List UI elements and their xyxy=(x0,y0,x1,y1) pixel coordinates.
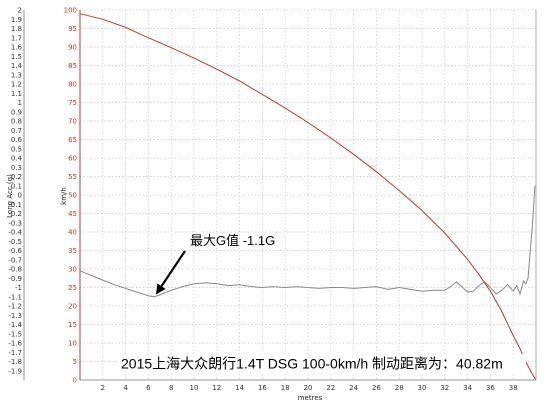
x-tick-label: 2 xyxy=(101,384,105,392)
x-tick-label: 6 xyxy=(146,384,151,392)
speed-tick-label: 55 xyxy=(68,173,77,181)
grid xyxy=(80,9,536,381)
left-tick-label: -0.6 xyxy=(8,247,22,255)
x-tick-label: 16 xyxy=(258,384,267,392)
left-axis-title: Long Acc (g) xyxy=(6,174,14,218)
speed-tick-label: 5 xyxy=(73,358,77,366)
left-tick-label: 1.6 xyxy=(11,44,23,52)
speed-tick-label: 15 xyxy=(68,321,77,329)
left-tick-label: 0.5 xyxy=(11,145,22,153)
left-tick-label: -0.2 xyxy=(8,210,22,218)
left-tick-label: 0 xyxy=(18,192,22,200)
left-tick-label: -1.8 xyxy=(8,358,22,366)
speed-tick-label: 35 xyxy=(68,247,77,255)
x-tick-label: 12 xyxy=(212,384,221,392)
x-tick-label: 28 xyxy=(395,384,404,392)
left-tick-label: -1.7 xyxy=(8,349,22,357)
left-tick-label: 0.4 xyxy=(11,155,23,163)
speed-tick-label: 85 xyxy=(68,62,77,70)
x-tick-label: 20 xyxy=(304,384,313,392)
x-tick-label: 14 xyxy=(235,384,244,392)
left-tick-label: -1.4 xyxy=(8,321,22,329)
left-tick-label: 0.7 xyxy=(11,127,22,135)
left-tick-label: 1.2 xyxy=(11,81,22,89)
x-tick-label: 32 xyxy=(440,384,449,392)
speed-tick-label: 45 xyxy=(68,210,77,218)
x-tick-label: 26 xyxy=(372,384,381,392)
speed-tick-label: 40 xyxy=(68,229,77,237)
deceleration-series-line xyxy=(79,185,536,298)
x-tick-label: 36 xyxy=(486,384,495,392)
left-tick-label: -0.9 xyxy=(8,275,22,283)
annotation-text: 最大G值 -1.1G xyxy=(190,233,275,248)
x-tick-label: 8 xyxy=(169,384,173,392)
left-tick-label: 1.7 xyxy=(11,34,22,42)
speed-tick-label: 80 xyxy=(68,81,77,89)
annotation-arrow xyxy=(155,250,186,295)
left-tick-label: 0.6 xyxy=(11,136,23,144)
left-tick-label: 0.1 xyxy=(11,182,22,190)
speed-tick-label: 60 xyxy=(68,155,77,163)
caption-background xyxy=(118,354,526,373)
x-tick-label: 38 xyxy=(509,384,518,392)
speed-tick-label: 10 xyxy=(68,340,77,348)
left-tick-label: -0.8 xyxy=(8,266,22,274)
left-tick-label: -0.5 xyxy=(8,238,22,246)
left-tick-label: 1.1 xyxy=(11,90,22,98)
left-tick-label: -0.3 xyxy=(8,219,22,227)
x-tick-label: 34 xyxy=(463,384,472,392)
right-axis-title: km/h xyxy=(60,187,68,205)
speed-tick-label: 75 xyxy=(68,99,77,107)
left-tick-label: 0.8 xyxy=(11,118,22,126)
axes xyxy=(23,10,537,381)
left-tick-label: -0.7 xyxy=(8,256,22,264)
left-tick-label: 1.5 xyxy=(11,53,22,61)
x-tick-label: 4 xyxy=(123,384,128,392)
speed-tick-label: 100 xyxy=(64,7,77,15)
speed-tick-label: 95 xyxy=(68,25,77,33)
left-tick-label: 1.9 xyxy=(11,16,22,24)
annotation: 最大G值 -1.1G xyxy=(155,233,275,295)
left-tick-label: -1.3 xyxy=(8,312,22,320)
left-tick-label: -1.1 xyxy=(8,293,22,301)
x-tick-label: 24 xyxy=(349,384,358,392)
speed-tick-label: 25 xyxy=(68,284,77,292)
speed-tick-label: 20 xyxy=(68,303,77,311)
left-tick-label: 1 xyxy=(18,99,22,107)
left-tick-label: 1.8 xyxy=(11,25,22,33)
left-tick-label: -1 xyxy=(15,284,22,292)
speed-tick-label: 90 xyxy=(68,44,77,52)
x-tick-label: 30 xyxy=(418,384,427,392)
x-axis-title: metres xyxy=(298,394,323,402)
speed-tick-label: 70 xyxy=(68,118,77,126)
speed-tick-label: 65 xyxy=(68,136,77,144)
speed-tick-label: 50 xyxy=(68,192,77,200)
left-tick-label: -1.2 xyxy=(8,303,22,311)
x-tick-label: 18 xyxy=(281,384,290,392)
left-tick-label: 2 xyxy=(18,7,22,15)
left-tick-label: -1.5 xyxy=(8,330,22,338)
chart-caption: 2015上海大众朗行1.4T DSG 100-0km/h 制动距离为：40.82… xyxy=(121,356,503,372)
left-tick-label: -1.9 xyxy=(8,367,22,375)
x-tick-label: 10 xyxy=(190,384,199,392)
tick-labels: 2 4 6 8 10 12 14 16 18 20 22 24 26 28 30 32 34 36 3821.91.… xyxy=(8,7,517,393)
left-tick-label: -0.1 xyxy=(8,201,22,209)
speed-tick-label: 30 xyxy=(68,266,77,274)
x-tick-label: 22 xyxy=(326,384,335,392)
left-tick-label: 1.4 xyxy=(11,62,23,70)
speed-tick-label: 0 xyxy=(73,377,77,385)
left-tick-label: -0.4 xyxy=(8,229,22,237)
left-tick-label: 0.3 xyxy=(11,164,22,172)
left-tick-label: 1.3 xyxy=(11,71,22,79)
left-tick-label: 0.9 xyxy=(11,108,22,116)
left-tick-label: -1.6 xyxy=(8,340,22,348)
left-tick-label: 0.2 xyxy=(11,173,22,181)
